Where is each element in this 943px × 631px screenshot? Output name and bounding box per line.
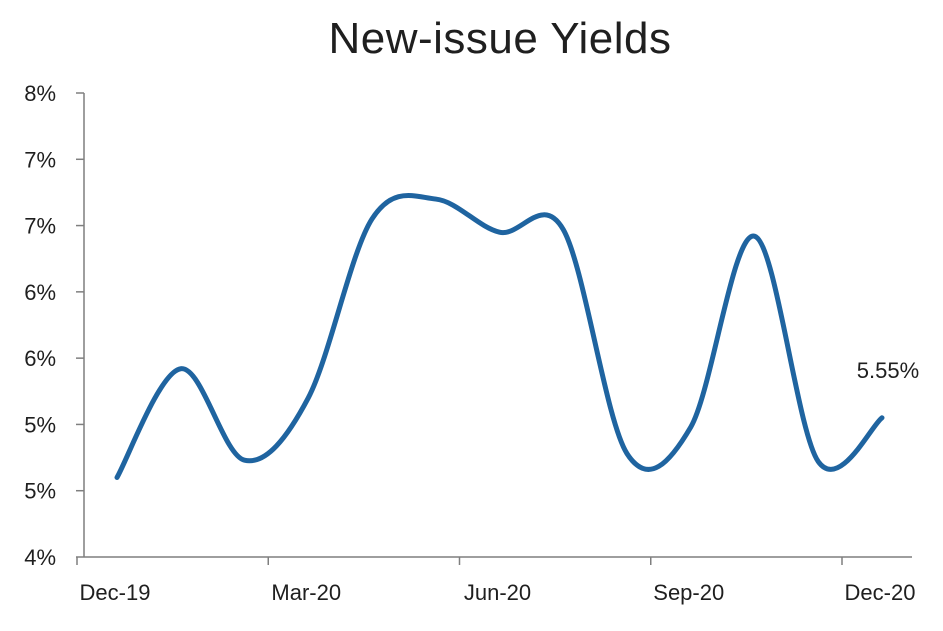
x-tick-label: Mar-20 [271, 580, 341, 605]
x-tick-label: Jun-20 [464, 580, 531, 605]
y-tick-label: 6% [24, 280, 56, 305]
y-tick-label: 5% [24, 412, 56, 437]
y-tick-label: 6% [24, 346, 56, 371]
x-tick-label: Dec-20 [845, 580, 916, 605]
x-tick-label: Sep-20 [653, 580, 724, 605]
y-tick-label: 4% [24, 545, 56, 570]
y-tick-label: 7% [24, 214, 56, 239]
y-tick-label: 5% [24, 479, 56, 504]
y-tick-label: 7% [24, 147, 56, 172]
chart-title: New-issue Yields [328, 14, 672, 63]
y-tick-label: 8% [24, 81, 56, 106]
data-label: 5.55% [857, 358, 919, 383]
series-line [114, 193, 885, 480]
x-tick-label: Dec-19 [80, 580, 151, 605]
